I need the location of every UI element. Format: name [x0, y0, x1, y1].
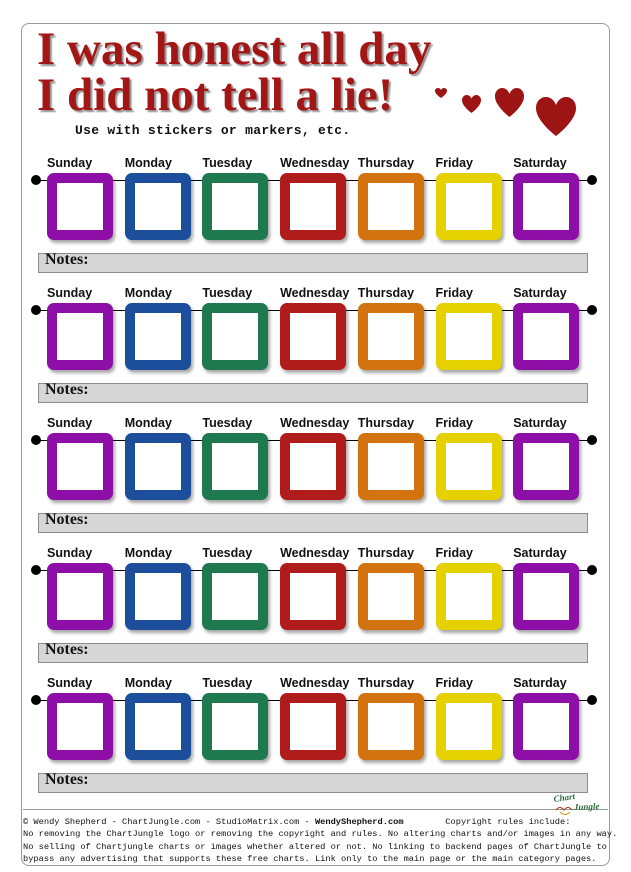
svg-text:Jungle: Jungle: [573, 801, 600, 812]
